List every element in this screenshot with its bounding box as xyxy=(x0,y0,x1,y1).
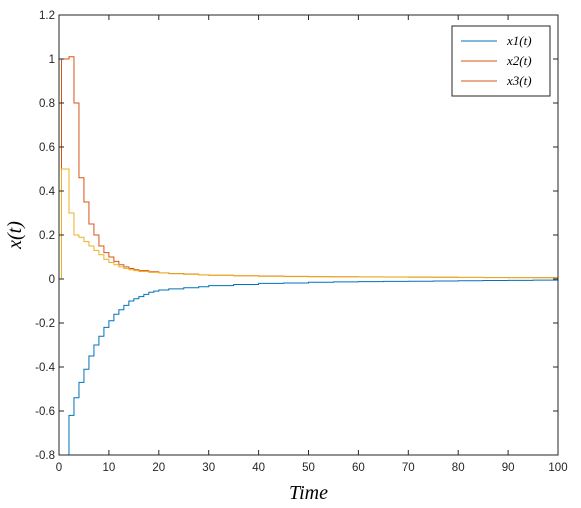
y-tick-labels: -0.8 -0.6 -0.4 -0.2 0 0.2 0.4 0.6 0.8 1 1.2 xyxy=(35,10,55,462)
y-tick-label: -0.2 xyxy=(35,318,55,330)
series-layer xyxy=(59,56,559,456)
y-tick-label: 1 xyxy=(49,54,55,66)
series-line-x3t xyxy=(59,168,559,280)
x-tick-label: 50 xyxy=(302,462,315,474)
y-tick-label: -0.4 xyxy=(35,362,55,374)
y-tick-label: 0.6 xyxy=(39,142,55,154)
x-axis-title: Time xyxy=(289,482,328,504)
y-tick-label: 1.2 xyxy=(39,10,55,22)
ticks-layer xyxy=(58,14,559,456)
x-tick-label: 40 xyxy=(252,462,265,474)
legend: x1(t) x2(t) x3(t) xyxy=(451,25,551,97)
x-tick-label: 0 xyxy=(56,462,62,474)
x-tick-label: 80 xyxy=(452,462,465,474)
y-tick-label: 0.8 xyxy=(39,98,55,110)
y-tick-label: 0.2 xyxy=(39,230,55,242)
y-axis-title: x(t) xyxy=(4,221,26,250)
y-tick-label: -0.8 xyxy=(35,450,55,462)
y-tick-label: 0.4 xyxy=(39,186,56,198)
legend-label-x3: x3(t) xyxy=(506,73,532,88)
y-tick-label: 0 xyxy=(49,274,55,286)
x-tick-label: 60 xyxy=(352,462,365,474)
x-tick-label: 100 xyxy=(548,462,567,474)
x-tick-label: 70 xyxy=(402,462,415,474)
series-line-x1t xyxy=(59,279,558,456)
legend-label-x1: x1(t) xyxy=(506,33,532,48)
y-tick-label: -0.6 xyxy=(35,406,55,418)
x-tick-label: 90 xyxy=(502,462,515,474)
x-tick-label: 30 xyxy=(202,462,215,474)
x-tick-labels: 0 10 20 30 40 50 60 70 80 90 100 xyxy=(56,462,568,474)
x-tick-label: 10 xyxy=(103,462,116,474)
x-tick-label: 20 xyxy=(152,462,165,474)
legend-label-x2: x2(t) xyxy=(506,53,532,68)
